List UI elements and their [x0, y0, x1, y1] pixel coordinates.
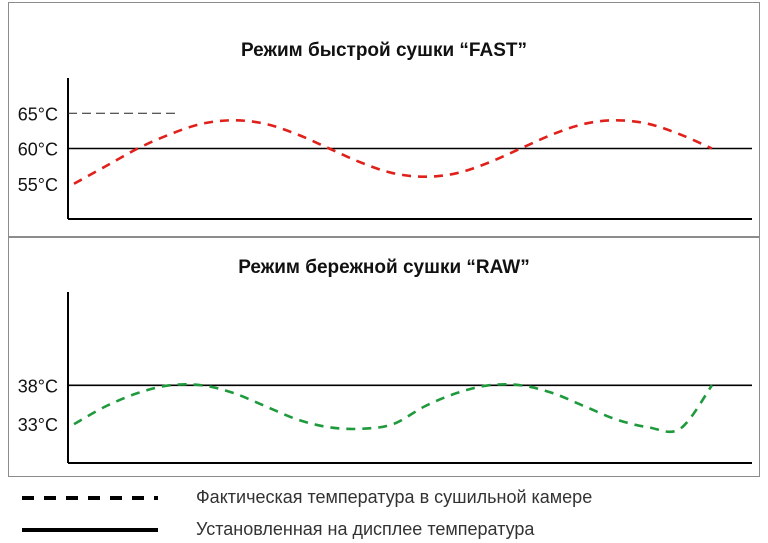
series-line-fast	[73, 118, 713, 185]
legend-swatch-dashed	[22, 496, 158, 500]
legend-label-actual: Фактическая температура в сушильной каме…	[196, 487, 593, 507]
legend-item-setpoint: Установленная на дисплее температура	[22, 518, 762, 542]
legend-item-actual: Фактическая температура в сушильной каме…	[22, 486, 762, 510]
y-tick-label-fast: 55°C	[18, 175, 58, 195]
y-tick-label-raw: 33°C	[18, 415, 58, 435]
series-line-raw	[73, 383, 714, 434]
y-tick-label-fast: 65°C	[18, 104, 58, 124]
y-tick-label-fast: 60°C	[18, 140, 58, 160]
chart-title-fast: Режим быстрой сушки “FAST”	[240, 40, 527, 61]
legend-label-setpoint: Установленная на дисплее температура	[196, 519, 535, 539]
raw-chart-frame	[8, 236, 760, 477]
legend-swatch-solid	[22, 528, 158, 532]
y-tick-label-raw: 38°C	[18, 376, 58, 396]
chart-title-raw: Режим бережной сушки “RAW”	[238, 257, 530, 278]
fast-chart-frame	[8, 2, 760, 238]
